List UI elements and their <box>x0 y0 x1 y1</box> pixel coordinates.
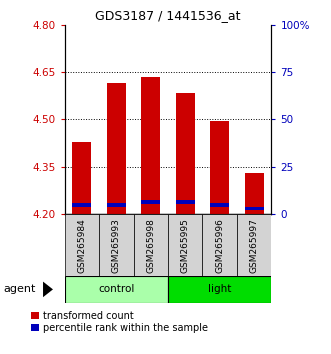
Bar <box>141 200 160 204</box>
Text: GSM265998: GSM265998 <box>146 218 155 273</box>
Bar <box>72 142 91 214</box>
Text: GSM265984: GSM265984 <box>77 218 86 273</box>
Text: GSM265996: GSM265996 <box>215 218 224 273</box>
Bar <box>203 214 237 276</box>
Bar <box>168 214 203 276</box>
Text: light: light <box>208 284 231 295</box>
Bar <box>176 93 195 214</box>
Text: agent: agent <box>3 284 36 295</box>
Text: GSM265997: GSM265997 <box>250 218 259 273</box>
Text: control: control <box>98 284 134 295</box>
Text: GSM265995: GSM265995 <box>181 218 190 273</box>
Bar <box>168 276 271 303</box>
Bar <box>141 77 160 214</box>
Bar <box>245 207 264 210</box>
Legend: transformed count, percentile rank within the sample: transformed count, percentile rank withi… <box>31 311 208 333</box>
Bar <box>176 200 195 204</box>
Bar <box>65 276 168 303</box>
Title: GDS3187 / 1441536_at: GDS3187 / 1441536_at <box>95 9 241 22</box>
Bar <box>65 214 99 276</box>
Bar <box>245 173 264 214</box>
Text: GSM265993: GSM265993 <box>112 218 121 273</box>
Bar <box>210 204 229 207</box>
Bar <box>133 214 168 276</box>
Bar <box>237 214 271 276</box>
Bar <box>107 83 126 214</box>
Bar <box>99 214 133 276</box>
Bar <box>72 204 91 207</box>
Polygon shape <box>43 282 53 297</box>
Bar <box>107 204 126 207</box>
Bar <box>210 121 229 214</box>
